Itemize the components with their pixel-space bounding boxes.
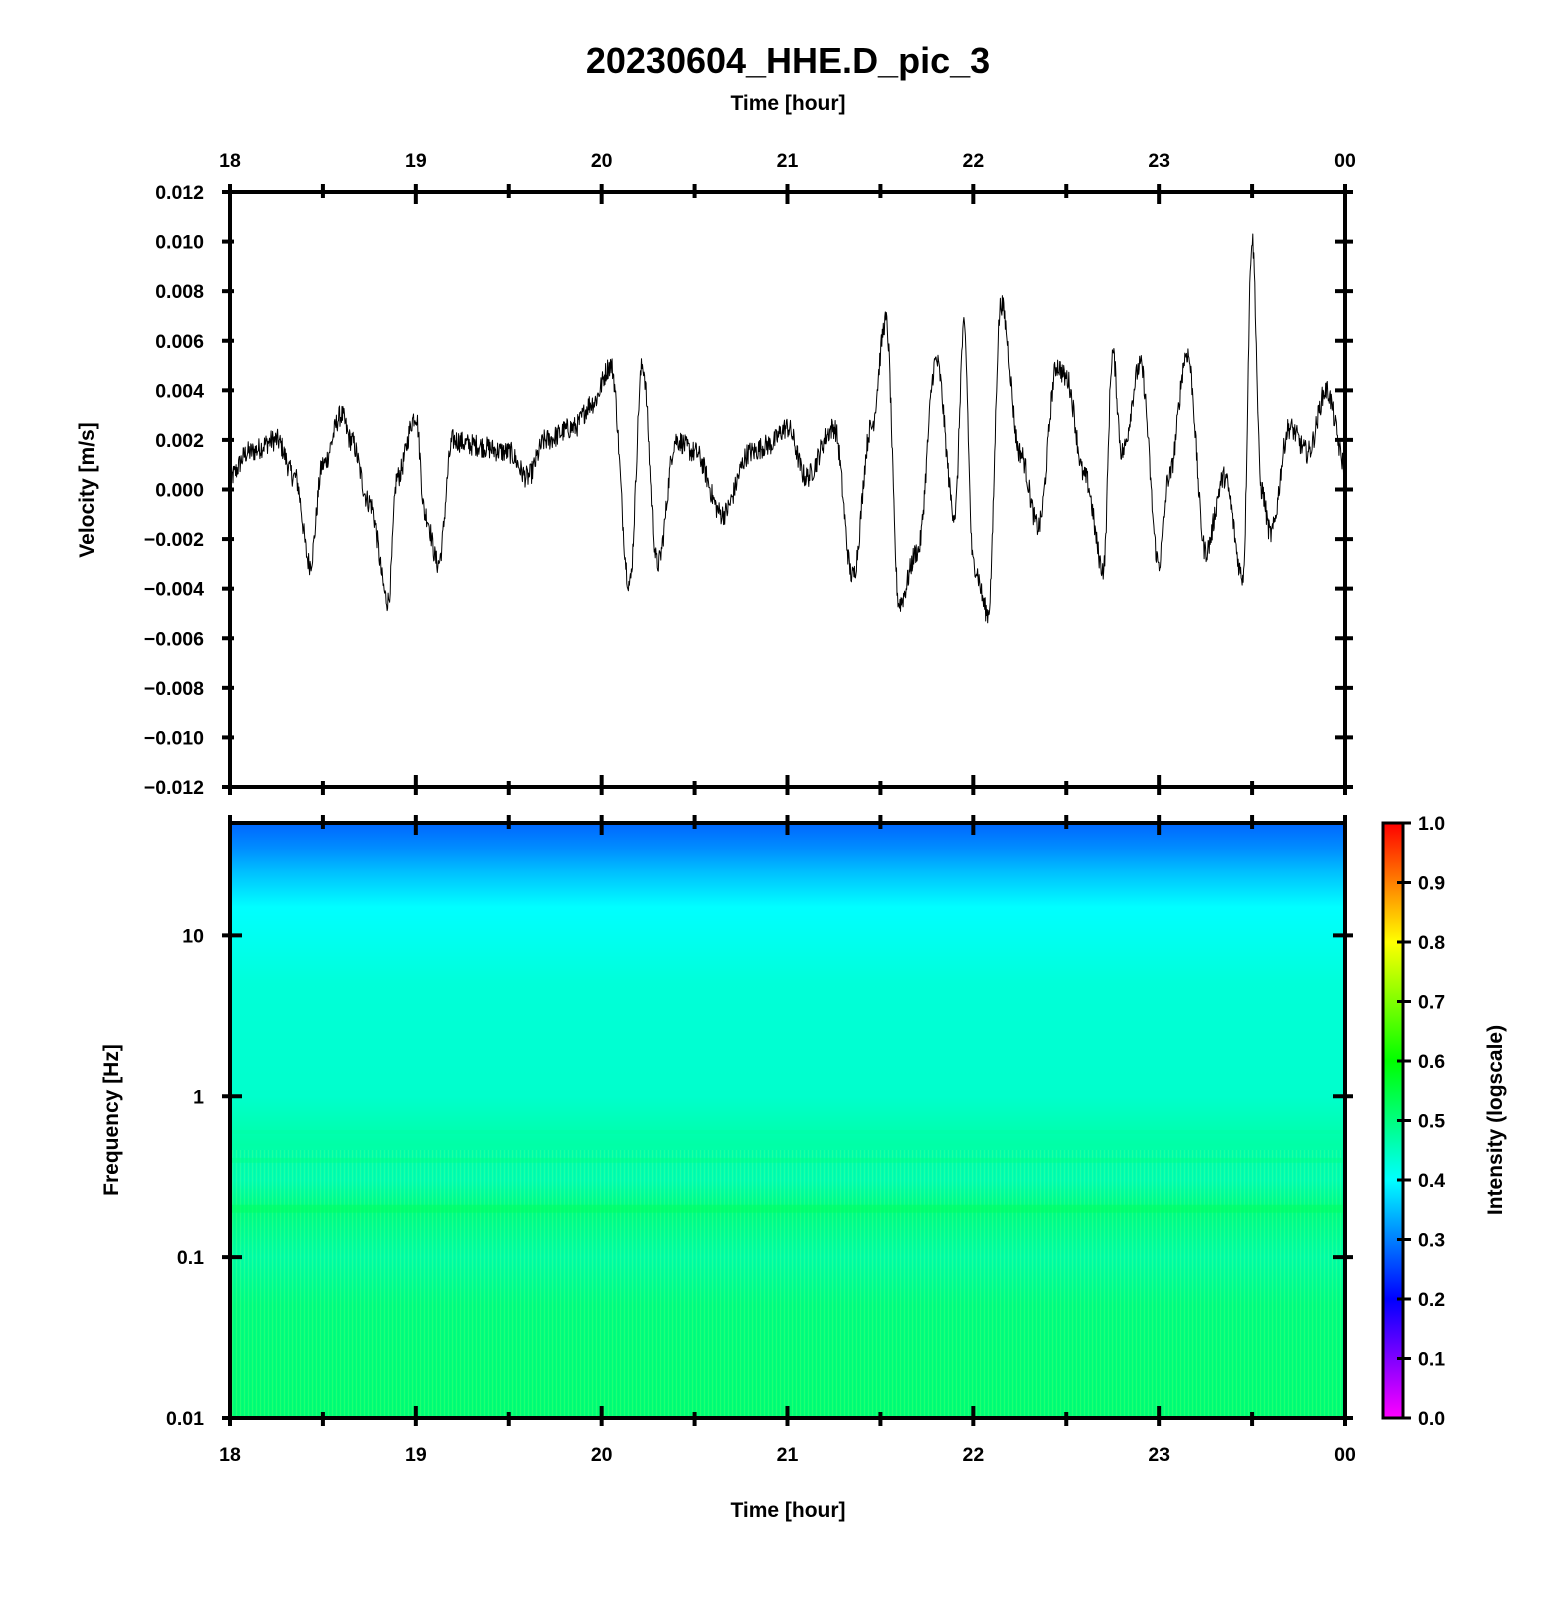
velocity-tick-label: 0.002 — [155, 430, 204, 452]
velocity-tick-labels: 0.012 0.010 0.008 0.006 0.004 0.002 0.000 −0.00… — [144, 182, 204, 799]
velocity-tick-label: 0.010 — [155, 232, 204, 254]
velocity-tick-label: −0.006 — [144, 628, 204, 650]
time-tick-label: 20 — [591, 150, 613, 172]
time-tick-label: 21 — [777, 150, 799, 172]
colorbar-tick-label: 1.0 — [1418, 813, 1445, 835]
time-tick-label: 19 — [405, 150, 427, 172]
time-tick-label: 23 — [1148, 1444, 1170, 1466]
time-tick-label: 00 — [1334, 1444, 1356, 1466]
velocity-tick-label: 0.006 — [155, 331, 204, 353]
colorbar-label: Intensity (logscale) — [1484, 1025, 1507, 1215]
time-tick-label: 22 — [962, 150, 984, 172]
colorbar-tick-label: 0.3 — [1418, 1230, 1445, 1252]
velocity-tick-label: −0.010 — [144, 727, 204, 749]
colorbar-tick-label: 0.7 — [1418, 992, 1445, 1014]
velocity-tick-label: 0.012 — [155, 182, 204, 204]
time-tick-label: 00 — [1334, 150, 1356, 172]
frequency-tick-label: 10 — [182, 925, 204, 947]
bottom-time-tick-labels: 18 19 20 21 22 23 00 — [219, 1444, 1356, 1466]
spectrogram-plot-frame — [228, 821, 1347, 1420]
top-time-tick-labels: 18 19 20 21 22 23 00 — [219, 150, 1356, 172]
frequency-tick-label: 0.01 — [166, 1408, 204, 1430]
colorbar-tick-label: 0.1 — [1418, 1349, 1445, 1371]
colorbar-ticks: 1.0 0.9 0.8 0.7 0.6 0.5 0.4 0.3 0.2 0.1 0.0 — [1397, 813, 1445, 1430]
velocity-trace — [229, 233, 1346, 624]
velocity-tick-label: 0.004 — [155, 380, 204, 402]
colorbar-tick-label: 0.2 — [1418, 1289, 1445, 1311]
time-tick-label: 20 — [591, 1444, 613, 1466]
bottom-axis-label: Time [hour] — [730, 1499, 845, 1522]
frequency-tick-label: 1 — [193, 1086, 204, 1108]
colorbar-tick-label: 0.9 — [1418, 873, 1445, 895]
time-tick-label: 19 — [405, 1444, 427, 1466]
frequency-tick-labels: 10 1 0.1 0.01 — [166, 925, 204, 1430]
colorbar-tick-label: 0.5 — [1418, 1111, 1445, 1133]
time-tick-label: 22 — [962, 1444, 984, 1466]
spectrogram-bands — [230, 1129, 1345, 1213]
spectral-band — [230, 1204, 1345, 1213]
colorbar-tick-label: 0.4 — [1418, 1170, 1445, 1192]
spectral-band — [230, 1157, 1345, 1163]
velocity-tick-label: −0.004 — [144, 579, 204, 601]
top-axis-label: Time [hour] — [730, 92, 845, 115]
velocity-tick-label: −0.002 — [144, 529, 204, 551]
colorbar: 1.0 0.9 0.8 0.7 0.6 0.5 0.4 0.3 0.2 0.1 0.0 Intens… — [1381, 813, 1507, 1430]
velocity-axis-label: Velocity [m/s] — [76, 422, 99, 557]
frequency-tick-label: 0.1 — [177, 1247, 204, 1269]
velocity-panel: 18 19 20 21 22 23 00 0.012 0.010 0.008 0.006 0.004… — [76, 150, 1356, 799]
frequency-axis-label: Frequency [Hz] — [100, 1044, 123, 1196]
time-tick-label: 18 — [219, 150, 241, 172]
chart-title: 20230604_HHE.D_pic_3 — [586, 40, 990, 81]
colorbar-tick-label: 0.6 — [1418, 1051, 1445, 1073]
velocity-tick-label: −0.012 — [144, 777, 204, 799]
colorbar-tick-label: 0.0 — [1418, 1408, 1445, 1430]
velocity-tick-label: −0.008 — [144, 678, 204, 700]
time-tick-label: 21 — [777, 1444, 799, 1466]
velocity-tick-label: 0.008 — [155, 281, 204, 303]
time-tick-label: 18 — [219, 1444, 241, 1466]
velocity-plot-frame — [228, 190, 1347, 789]
velocity-tick-marks — [222, 184, 1353, 795]
time-tick-label: 23 — [1148, 150, 1170, 172]
spectrogram-panel: 10 1 0.1 0.01 18 19 20 21 22 23 00 Frequency [Hz]… — [100, 815, 1356, 1522]
velocity-tick-label: 0.000 — [155, 480, 204, 502]
spectrogram-texture — [230, 1150, 1345, 1418]
spectral-band — [230, 1129, 1345, 1134]
colorbar-tick-label: 0.8 — [1418, 932, 1445, 954]
